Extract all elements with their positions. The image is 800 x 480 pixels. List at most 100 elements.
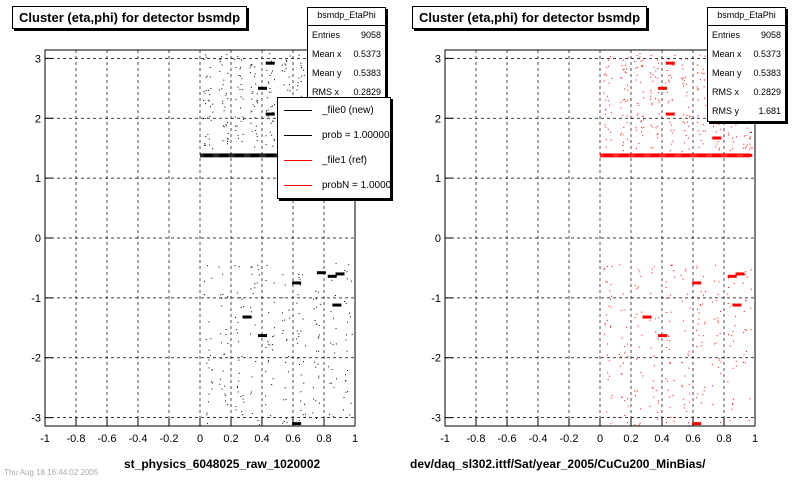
data-point [237,137,239,139]
y-tick-label: 2 [35,113,41,125]
data-point [344,374,346,376]
data-point [650,54,652,56]
data-point [255,130,257,132]
data-point [251,266,253,268]
data-point [266,97,268,99]
chart-title-right: Cluster (eta,phi) for detector bsmdp [412,6,648,29]
data-point [620,77,622,79]
data-point [318,324,320,326]
data-point [237,321,239,323]
data-point [318,336,320,338]
data-point [604,124,606,126]
x-tick-label: 0.4 [254,433,269,445]
data-point [703,79,705,81]
data-point [235,125,237,127]
data-point [330,342,332,344]
data-point [700,345,702,347]
data-point [746,144,748,146]
data-point [658,113,660,115]
data-point [606,281,608,283]
data-point [205,76,207,78]
x-tick-label: -0.8 [467,433,486,445]
data-point [242,98,244,100]
data-point [717,320,719,322]
data-point [302,414,304,416]
data-point [749,398,751,400]
data-point [209,115,211,117]
cluster-mark [258,86,267,90]
data-point [203,99,205,101]
data-point [703,390,705,392]
data-point [718,147,720,149]
data-point [268,81,270,83]
data-point [620,356,622,358]
data-point [668,100,670,102]
data-point [240,396,242,398]
data-point [298,335,300,337]
data-point [668,58,670,60]
stats-label: Mean y [712,68,742,78]
data-point [254,324,256,326]
data-point [250,288,252,290]
data-point [665,82,667,84]
data-point [714,318,716,320]
data-point [610,325,612,327]
data-point [699,79,701,81]
x-tick-label: 0.6 [685,433,700,445]
cluster-mark [265,112,275,116]
data-point [636,390,638,392]
data-point [286,338,288,340]
data-point [242,133,244,135]
data-point [697,89,699,91]
data-point [638,142,640,144]
data-point [610,295,612,297]
data-point [301,95,303,97]
data-point [242,414,244,416]
data-point [688,106,690,108]
data-point [698,298,700,300]
data-point [649,58,651,60]
data-point [283,319,285,321]
data-point [350,316,352,318]
data-point [289,55,291,57]
data-point [650,293,652,295]
data-point [720,372,722,374]
data-point [206,412,208,414]
data-point [300,67,302,69]
data-point [634,390,636,392]
data-point [734,325,736,327]
data-point [298,77,300,79]
data-point [651,102,653,104]
data-point [272,145,274,147]
data-point [658,101,660,103]
data-point [700,139,702,141]
data-point [210,338,212,340]
data-point [347,321,349,323]
data-point [251,413,253,415]
data-point [235,406,237,408]
cluster-mark [727,274,737,278]
data-point [250,333,252,335]
data-point [627,57,629,59]
data-point [609,290,611,292]
data-point [611,266,613,268]
data-point [727,293,729,295]
data-point [607,128,609,130]
data-point [667,79,669,81]
data-point [743,143,745,145]
data-point [702,123,704,125]
data-point [224,393,226,395]
data-point [683,142,685,144]
data-point [211,388,213,390]
data-point [208,89,210,91]
data-point [205,54,207,56]
x-tick-label: 0.2 [223,433,238,445]
data-point [204,144,206,146]
data-point [344,380,346,382]
data-point [335,378,337,380]
data-point [265,110,267,112]
data-point [605,146,607,148]
data-point [680,58,682,60]
data-point [745,300,747,302]
data-point [234,116,236,118]
